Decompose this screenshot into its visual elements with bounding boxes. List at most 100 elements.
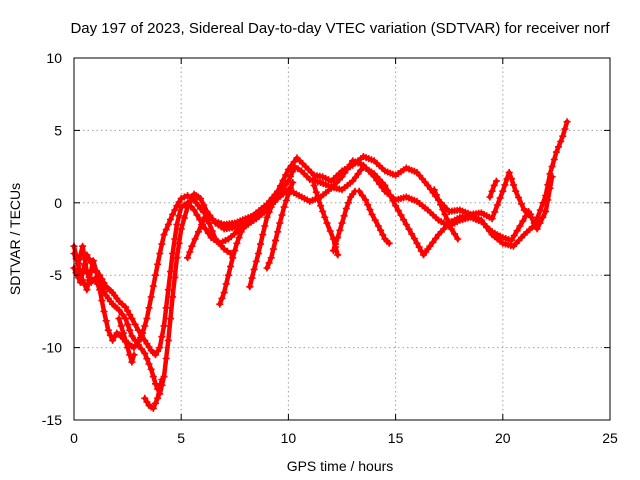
data-point-marker [437,201,445,209]
data-point-marker [344,199,352,207]
x-tick-label: 5 [177,430,185,446]
data-point-marker [429,238,437,246]
data-point-marker [100,307,108,315]
x-tick-label: 20 [495,430,511,446]
data-point-marker [118,310,126,318]
data-point-marker [263,264,271,272]
y-tick-label: 5 [54,122,62,138]
data-point-marker [141,394,149,402]
data-point-marker [385,239,393,247]
data-point-marker [184,254,192,262]
data-point-marker [98,297,106,304]
series-track-n [486,177,500,201]
data-point-marker [81,260,89,268]
y-tick-label: -5 [50,267,63,283]
data-point-marker [284,166,292,173]
data-point-marker [408,230,416,238]
data-point-marker [314,195,322,203]
data-point-marker [160,231,168,239]
data-point-marker [282,171,290,179]
data-point-marker [415,243,423,251]
y-tick-label: 10 [46,50,62,66]
data-point-marker [147,365,155,373]
data-point-marker [279,176,287,184]
data-point-marker [443,215,451,223]
data-point-marker [141,349,149,357]
data-point-marker [206,211,214,219]
data-point-marker [276,219,284,227]
data-point-marker [358,192,366,200]
data-point-marker [280,203,288,211]
data-series-group [70,118,571,412]
data-point-marker [488,215,496,223]
data-point-marker [83,286,91,294]
data-point-marker [149,373,157,381]
data-point-marker [85,276,93,284]
data-point-marker [138,331,145,339]
data-point-marker [447,225,455,233]
series-trace [331,188,358,253]
data-point-marker [510,181,517,189]
data-point-marker [122,303,129,311]
data-point-marker [147,293,155,301]
data-point-marker [119,329,127,337]
data-point-marker [188,242,196,250]
data-point-marker [104,326,112,334]
series-track-g [216,221,249,308]
data-point-marker [439,206,447,214]
data-point-marker [169,293,177,301]
data-point-marker [154,260,162,268]
data-point-marker [160,322,168,330]
data-point-marker [430,186,438,194]
data-point-marker [432,191,440,199]
data-point-marker [152,271,159,279]
data-point-marker [216,300,224,308]
data-point-marker [287,162,295,170]
data-point-marker [510,232,518,240]
data-point-marker [130,351,138,359]
data-point-marker [222,280,230,288]
data-point-marker [488,187,496,195]
data-point-marker [154,347,162,355]
data-point-marker [235,234,243,242]
data-point-marker [162,355,170,362]
data-point-marker [334,234,342,242]
data-point-marker [190,206,198,214]
data-point-marker [519,217,527,225]
data-point-marker [173,221,181,228]
data-point-marker [111,333,119,341]
data-point-marker [397,211,405,219]
data-point-marker [138,345,145,353]
data-point-marker [557,138,565,145]
data-point-marker [362,196,370,204]
data-point-marker [164,286,172,294]
data-point-marker [491,208,499,216]
data-point-marker [373,176,381,184]
data-point-marker [173,202,181,210]
data-point-marker [364,201,372,209]
data-point-marker [81,281,89,289]
data-point-marker [310,181,318,189]
data-point-marker [394,206,402,214]
data-point-marker [539,213,547,221]
data-point-marker [259,231,267,239]
data-point-marker [536,206,544,214]
data-point-marker [276,182,284,190]
data-point-marker [149,404,157,412]
data-point-marker [171,273,179,281]
data-point-marker [204,229,212,237]
data-point-marker [173,254,181,262]
data-point-marker [197,205,204,213]
data-point-marker [246,283,254,291]
grid-lines [74,58,610,420]
series-track-e [141,376,166,412]
data-point-marker [152,399,159,407]
data-point-marker [156,344,164,352]
data-point-marker [231,247,239,255]
data-point-marker [451,230,459,238]
data-point-marker [312,188,320,196]
axis-ticks: 0 5 10 15 20 25 -15 -10 -5 0 5 10 [42,50,618,446]
data-point-marker [269,245,277,253]
data-point-marker [89,257,97,265]
data-point-marker [517,200,525,208]
